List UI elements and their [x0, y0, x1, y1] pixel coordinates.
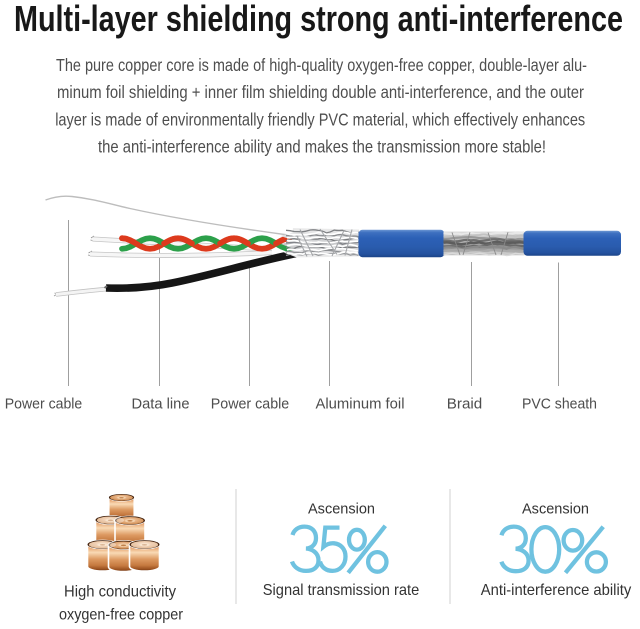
svg-text:Multi-layer shielding strong a: Multi-layer shielding strong anti-interf…	[14, 0, 623, 39]
svg-text:layer is made of environmental: layer is made of environmentally friendl…	[55, 110, 585, 130]
svg-text:Power cable: Power cable	[211, 397, 290, 413]
svg-text:Ascension: Ascension	[308, 501, 375, 518]
svg-text:oxygen-free copper: oxygen-free copper	[59, 606, 184, 623]
svg-text:Anti-interference ability: Anti-interference ability	[481, 582, 632, 599]
svg-text:PVC sheath: PVC sheath	[522, 397, 597, 413]
svg-text:Ascension: Ascension	[522, 501, 589, 518]
svg-text:Aluminum foil: Aluminum foil	[316, 397, 405, 413]
svg-text:Power cable: Power cable	[5, 397, 83, 413]
svg-text:Data line: Data line	[132, 397, 190, 413]
svg-text:the anti-interference ability: the anti-interference ability and makes …	[98, 136, 546, 156]
svg-text:High conductivity: High conductivity	[64, 584, 176, 601]
svg-text:Braid: Braid	[447, 397, 483, 413]
svg-text:minum foil shielding + inner f: minum foil shielding + inner film shield…	[57, 82, 584, 102]
svg-text:Signal transmission rate: Signal transmission rate	[263, 582, 420, 599]
svg-text:The pure copper core is made o: The pure copper core is made of high-qua…	[56, 55, 587, 75]
